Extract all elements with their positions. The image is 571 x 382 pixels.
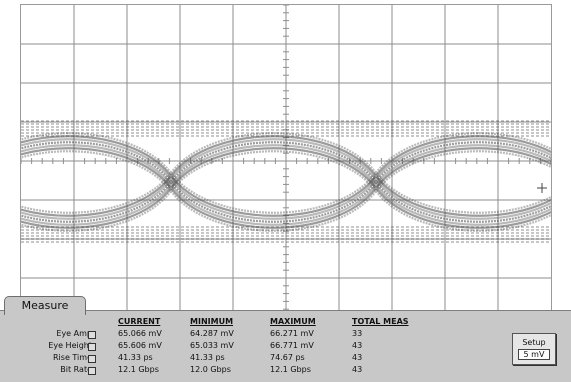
eye-trace-band xyxy=(21,147,551,229)
cell-current: 41.33 ps xyxy=(118,353,153,362)
eye-trace-band xyxy=(21,135,551,217)
row-select-box[interactable] xyxy=(88,331,96,339)
row-select-box[interactable] xyxy=(88,343,96,351)
setup-button-value: 5 mV xyxy=(518,349,550,360)
eye-trace-band xyxy=(21,144,551,226)
row-select-box[interactable] xyxy=(88,367,96,375)
cell-minimum: 12.0 Gbps xyxy=(190,365,231,374)
column-header-minimum: MINIMUM xyxy=(190,317,234,326)
graticule-grid xyxy=(21,5,551,317)
column-header-maximum: MAXIMUM xyxy=(270,317,316,326)
trigger-crosshair-icon xyxy=(537,183,547,193)
cell-minimum: 64.287 mV xyxy=(190,329,234,338)
column-header-current: CURRENT xyxy=(118,317,161,326)
cell-total-meas: 43 xyxy=(352,365,363,374)
row-label-eye-amp: Eye Amp xyxy=(56,329,92,338)
cell-current: 65.066 mV xyxy=(118,329,162,338)
row-select-box[interactable] xyxy=(88,355,96,363)
eye-trace-band xyxy=(21,138,551,220)
cell-total-meas: 43 xyxy=(352,341,363,350)
cell-total-meas: 33 xyxy=(352,329,363,338)
row-label-rise-time: Rise Time xyxy=(53,353,92,362)
eye-traces xyxy=(21,120,551,243)
cell-maximum: 12.1 Gbps xyxy=(270,365,311,374)
eye-diagram-display xyxy=(20,4,552,318)
setup-button[interactable]: Setup 5 mV xyxy=(512,333,556,365)
cell-total-meas: 43 xyxy=(352,353,363,362)
setup-button-label: Setup xyxy=(522,338,546,347)
eye-diagram-canvas xyxy=(21,5,551,317)
cell-maximum: 74.67 ps xyxy=(270,353,305,362)
measure-tab[interactable]: Measure xyxy=(4,296,86,315)
cell-current: 12.1 Gbps xyxy=(118,365,159,374)
cell-maximum: 66.271 mV xyxy=(270,329,314,338)
row-label-eye-height: Eye Height xyxy=(48,341,92,350)
cell-minimum: 65.033 mV xyxy=(190,341,234,350)
cell-maximum: 66.771 mV xyxy=(270,341,314,350)
cell-current: 65.606 mV xyxy=(118,341,162,350)
cell-minimum: 41.33 ps xyxy=(190,353,225,362)
column-header-total-meas: TOTAL MEAS xyxy=(352,317,409,326)
row-label-bit-rate: Bit Rate xyxy=(60,365,92,374)
